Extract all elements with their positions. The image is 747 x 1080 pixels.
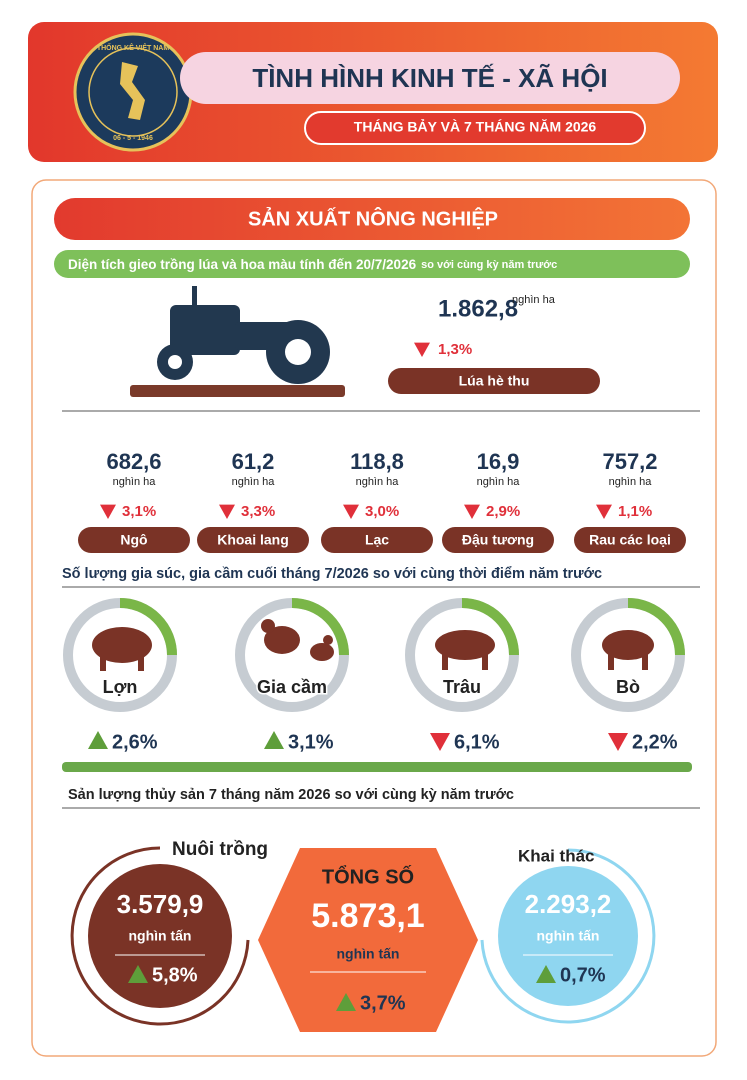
- ground: [130, 385, 345, 397]
- total-hexagon: [258, 848, 478, 1032]
- farmed-arc: [70, 846, 250, 1026]
- label-pill: [388, 368, 600, 394]
- crop-unit: nghìn ha: [232, 476, 276, 488]
- fishery-change: 5,8%: [152, 964, 198, 986]
- fishery-heading: Sản lượng thủy sản 7 tháng năm 2026 so v…: [68, 787, 514, 803]
- animal-change: 2,6%: [112, 731, 158, 753]
- animal-label: Trâu: [443, 677, 481, 697]
- trend-arrow: [430, 733, 450, 751]
- crop-label: Lúa hè thu: [459, 373, 530, 389]
- crop-label: Ngô: [120, 532, 147, 548]
- fishery-unit: nghìn tấn: [129, 928, 192, 944]
- crop-value: 682,6: [106, 449, 161, 474]
- animal-icons: [92, 619, 654, 671]
- crop-value: 1.862,8: [438, 295, 518, 322]
- fishery-change: 0,7%: [560, 964, 606, 986]
- fishery-value: 2.293,2: [525, 889, 612, 919]
- label-pill: [197, 527, 309, 553]
- fishery-unit: nghìn tấn: [537, 928, 600, 944]
- logo-ring: [88, 47, 178, 137]
- crop-unit: nghìn ha: [609, 476, 653, 488]
- livestock-rings: [63, 598, 685, 712]
- crop-change: 3,0%: [365, 503, 399, 520]
- crop-value: 118,8: [350, 449, 404, 474]
- animal-label: Bò: [616, 677, 640, 697]
- trend-arrow: [100, 504, 116, 519]
- livestock-heading: Số lượng gia súc, gia cầm cuối tháng 7/2…: [62, 566, 602, 582]
- trend-arrow: [264, 731, 284, 749]
- fishery-unit: nghìn tấn: [337, 946, 400, 962]
- animal-change: 6,1%: [454, 731, 500, 753]
- fishery-label: Nuôi trồng: [172, 839, 268, 860]
- trend-arrow: [128, 965, 148, 983]
- animal-label: Lợn: [103, 677, 138, 697]
- crops-heading-suffix: so với cùng kỳ năm trước: [421, 259, 557, 271]
- dividers: [115, 954, 613, 973]
- crop-change: 1,3%: [438, 341, 472, 358]
- logo-date: 06 - 5 - 1946: [113, 135, 153, 142]
- fishery-value: 3.579,9: [117, 889, 204, 919]
- crops-heading-main: Diện tích gieo trồng lúa và hoa màu tính…: [68, 257, 417, 272]
- trend-arrow: [343, 504, 359, 519]
- trend-arrow: [414, 342, 430, 357]
- title: TÌNH HÌNH KINH TẾ - XÃ HỘI: [252, 63, 607, 93]
- crop-change: 1,1%: [618, 503, 652, 520]
- crop-label: Rau các loại: [589, 532, 671, 548]
- trend-arrow: [596, 504, 612, 519]
- section-band: [54, 198, 690, 240]
- trend-arrow: [608, 733, 628, 751]
- caught-circle: [498, 866, 638, 1006]
- animal-label: Gia cầm: [257, 677, 327, 697]
- trend-arrow: [336, 993, 356, 1011]
- label-pill: [574, 527, 686, 553]
- subtitle-band: [304, 111, 646, 145]
- grass: [62, 762, 692, 772]
- crops-heading-band: [54, 250, 690, 278]
- trend-arrow: [219, 504, 235, 519]
- animal-change: 3,1%: [288, 731, 334, 753]
- crop-change: 3,1%: [122, 503, 156, 520]
- crop-value: 757,2: [602, 449, 657, 474]
- animal-change: 2,2%: [632, 731, 678, 753]
- crop-label: Đậu tương: [462, 532, 534, 548]
- crops-heading: Diện tích gieo trồng lúa và hoa màu tính…: [68, 257, 557, 272]
- wheel-hub: [168, 355, 182, 369]
- fishery-label: TỔNG SỐ: [322, 864, 414, 888]
- label-pill: [78, 527, 190, 553]
- crop-unit: nghìn ha: [477, 476, 521, 488]
- crop-unit: nghìn ha: [113, 476, 157, 488]
- logo-text: THỐNG KÊ VIỆT NAM: [97, 42, 170, 52]
- subtitle: THÁNG BẢY VÀ 7 THÁNG NĂM 2026: [354, 119, 597, 135]
- trend-arrow: [88, 731, 108, 749]
- crop-label: Lạc: [365, 532, 389, 548]
- label-pill: [442, 527, 554, 553]
- crop-value: 61,2: [232, 449, 275, 474]
- caught-arc: [480, 848, 656, 1024]
- fishery-value: 5.873,1: [311, 897, 424, 935]
- crop-unit: nghìn ha: [512, 294, 556, 306]
- trend-arrow: [536, 965, 556, 983]
- section-title: SẢN XUẤT NÔNG NGHIỆP: [248, 206, 498, 230]
- title-band: [180, 52, 680, 104]
- wheel-hub: [285, 339, 311, 365]
- crop-label: Khoai lang: [217, 532, 289, 548]
- crop-value: 16,9: [477, 449, 520, 474]
- label-pill: [321, 527, 433, 553]
- crop-unit: nghìn ha: [356, 476, 400, 488]
- panel: [31, 179, 717, 1057]
- logo-map: [120, 62, 145, 120]
- fishery-label: Khai thác: [518, 846, 595, 865]
- crop-change: 2,9%: [486, 503, 520, 520]
- fishery-change: 3,7%: [360, 992, 406, 1014]
- trend-arrow: [464, 504, 480, 519]
- crop-change: 3,3%: [241, 503, 275, 520]
- farmed-circle: [88, 864, 232, 1008]
